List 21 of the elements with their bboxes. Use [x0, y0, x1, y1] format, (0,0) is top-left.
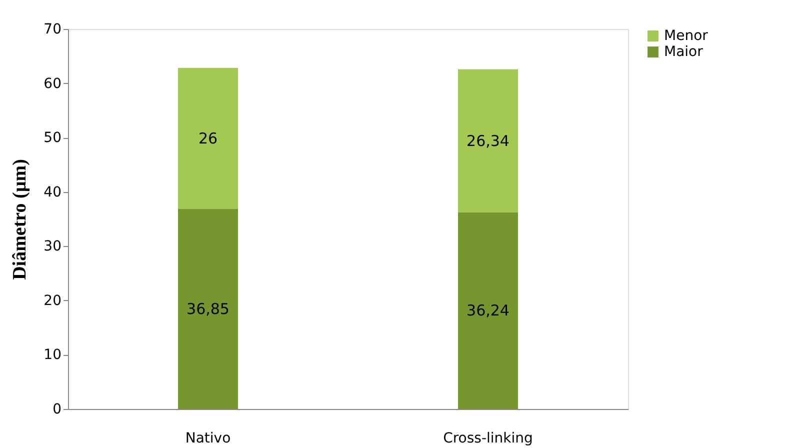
legend-label: Menor [664, 28, 708, 44]
data-label: 26 [198, 129, 218, 148]
legend-label: Maior [664, 44, 704, 60]
y-tick-label: 10 [44, 347, 62, 364]
y-tick-label: 40 [44, 184, 62, 200]
x-tick-label: Nativo [185, 430, 231, 446]
bar [178, 208, 238, 409]
bar [178, 68, 238, 209]
y-tick-label: 50 [44, 130, 62, 146]
data-label: 36,24 [466, 302, 510, 320]
y-tick-label: 60 [44, 76, 62, 92]
y-tick-label: 20 [44, 292, 62, 309]
y-tick-label: 0 [52, 402, 62, 418]
data-label: 36,85 [186, 300, 230, 318]
x-tick-label: Cross-linking [443, 430, 533, 446]
y-tick-label: 30 [44, 238, 62, 255]
bar [458, 69, 518, 212]
bar [458, 212, 518, 409]
y-axis-title: Diâmetro (µm) [10, 159, 31, 280]
y-tick-label: 70 [44, 22, 62, 38]
data-label: 26,34 [466, 132, 510, 150]
